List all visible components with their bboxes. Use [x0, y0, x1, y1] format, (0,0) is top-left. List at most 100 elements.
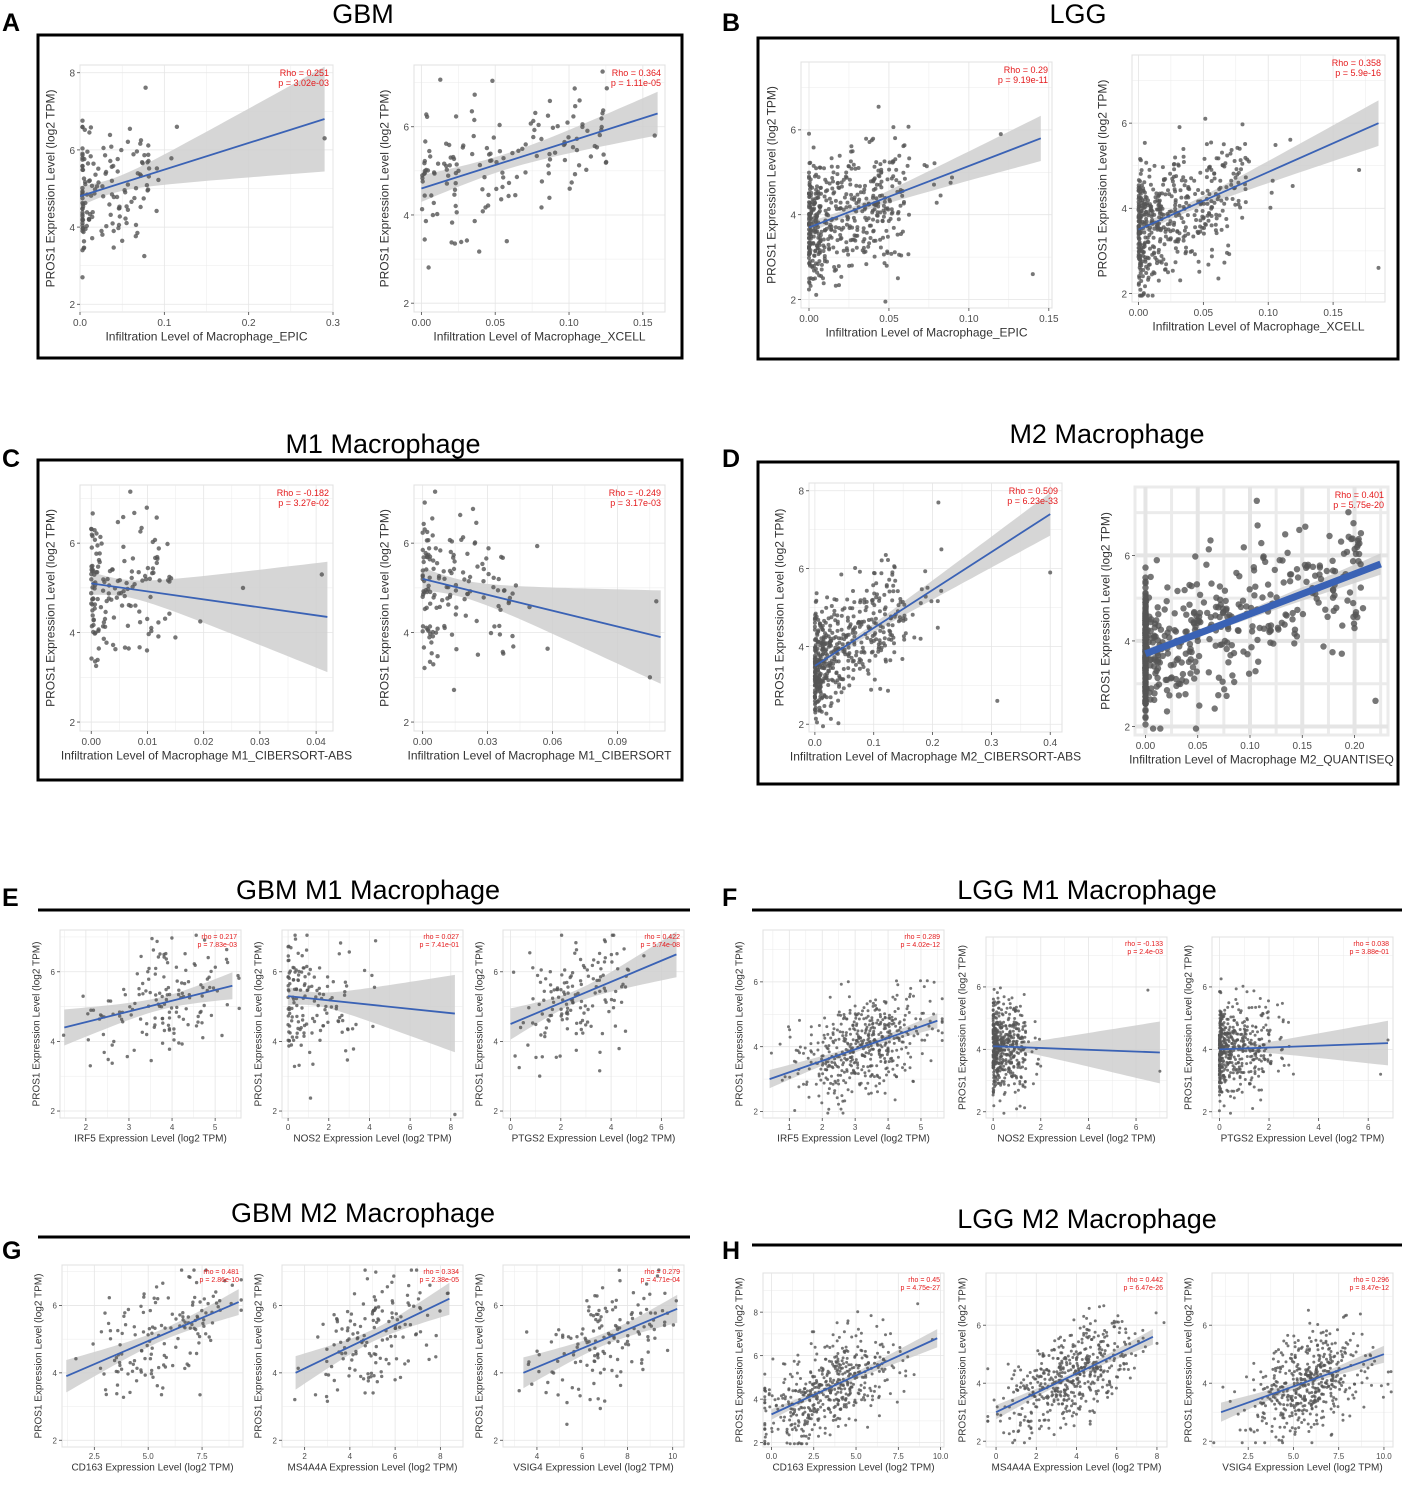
data-point	[859, 1081, 863, 1085]
data-point	[422, 665, 427, 671]
y-axis-label: PROS1 Expression Level (log2 TPM)	[1099, 512, 1113, 710]
data-point	[1333, 604, 1340, 611]
data-point	[827, 640, 832, 645]
data-point	[818, 233, 823, 238]
data-point	[892, 1037, 896, 1040]
data-point	[1159, 204, 1164, 209]
data-point	[889, 1032, 893, 1036]
data-point	[169, 156, 174, 161]
data-point	[100, 588, 106, 593]
data-point	[597, 951, 602, 956]
data-point	[839, 1073, 843, 1077]
data-point	[506, 193, 511, 199]
data-point	[832, 268, 837, 273]
data-point	[1246, 1038, 1250, 1041]
data-point	[1196, 259, 1201, 264]
data-point	[102, 579, 107, 585]
data-point	[991, 997, 995, 1001]
data-point	[1005, 1006, 1009, 1010]
data-point	[100, 232, 105, 237]
data-point	[1209, 254, 1214, 259]
data-point	[454, 210, 459, 215]
data-point	[812, 624, 817, 629]
data-point	[1164, 584, 1171, 591]
data-point	[430, 634, 436, 639]
data-point	[1027, 1040, 1030, 1044]
data-point	[96, 180, 101, 185]
confidence-band	[814, 492, 1051, 671]
data-point	[853, 238, 858, 243]
data-point	[122, 188, 127, 193]
data-point	[858, 190, 863, 195]
data-point	[816, 175, 821, 180]
data-point	[864, 136, 869, 141]
data-point	[835, 1028, 839, 1032]
data-point	[1000, 1012, 1004, 1016]
group-title-d: M2 Macrophage	[1009, 419, 1204, 449]
data-point	[877, 1053, 881, 1056]
data-point	[453, 203, 458, 209]
data-point	[819, 229, 824, 234]
data-point	[527, 1006, 531, 1010]
data-point	[827, 660, 832, 665]
data-point	[286, 1014, 290, 1018]
data-point	[174, 124, 180, 129]
data-point	[1231, 678, 1238, 686]
data-point	[890, 1056, 894, 1060]
data-point	[521, 1021, 525, 1025]
data-point	[1008, 1002, 1012, 1006]
data-point	[888, 216, 893, 221]
y-tick-label: 8	[798, 487, 804, 498]
data-point	[89, 1008, 93, 1012]
data-point	[1039, 1064, 1043, 1068]
data-point	[547, 157, 553, 162]
data-point	[876, 204, 881, 209]
data-point	[642, 954, 646, 958]
data-point	[1181, 154, 1186, 159]
data-point	[80, 214, 85, 219]
data-point	[835, 628, 840, 633]
data-point	[451, 156, 457, 162]
data-point	[865, 636, 870, 640]
data-point	[1163, 267, 1168, 272]
data-point	[86, 216, 92, 222]
data-point	[1179, 195, 1184, 200]
data-point	[588, 154, 594, 159]
data-point	[1136, 232, 1141, 237]
data-point	[1243, 155, 1248, 160]
data-point	[1260, 1037, 1264, 1041]
data-point	[546, 163, 551, 168]
data-point	[1148, 616, 1155, 623]
data-point	[1188, 249, 1193, 254]
y-tick-label: 6	[403, 539, 409, 550]
data-point	[1173, 200, 1178, 205]
data-point	[868, 1029, 872, 1033]
data-point	[1147, 174, 1152, 179]
data-point	[872, 254, 877, 259]
data-point	[321, 1024, 325, 1028]
data-point	[846, 1041, 850, 1045]
data-point	[874, 595, 879, 600]
data-point	[1219, 977, 1223, 981]
data-point	[133, 234, 138, 239]
data-point	[993, 1027, 997, 1031]
points-group	[812, 500, 1053, 729]
data-point	[94, 551, 99, 556]
data-point	[1267, 591, 1274, 598]
data-point	[1194, 218, 1199, 222]
regression-line	[421, 112, 658, 190]
data-point	[115, 578, 121, 584]
data-point	[1329, 594, 1337, 601]
data-point	[590, 963, 595, 968]
data-point	[160, 1016, 165, 1021]
data-point	[1174, 587, 1181, 595]
data-point	[125, 182, 131, 187]
data-point	[598, 1069, 602, 1073]
data-point	[1021, 1060, 1025, 1064]
data-point	[1171, 183, 1176, 188]
data-point	[877, 1008, 881, 1012]
data-point	[996, 1078, 999, 1082]
data-point	[420, 547, 425, 553]
data-point	[345, 1058, 350, 1062]
data-point	[566, 985, 570, 989]
